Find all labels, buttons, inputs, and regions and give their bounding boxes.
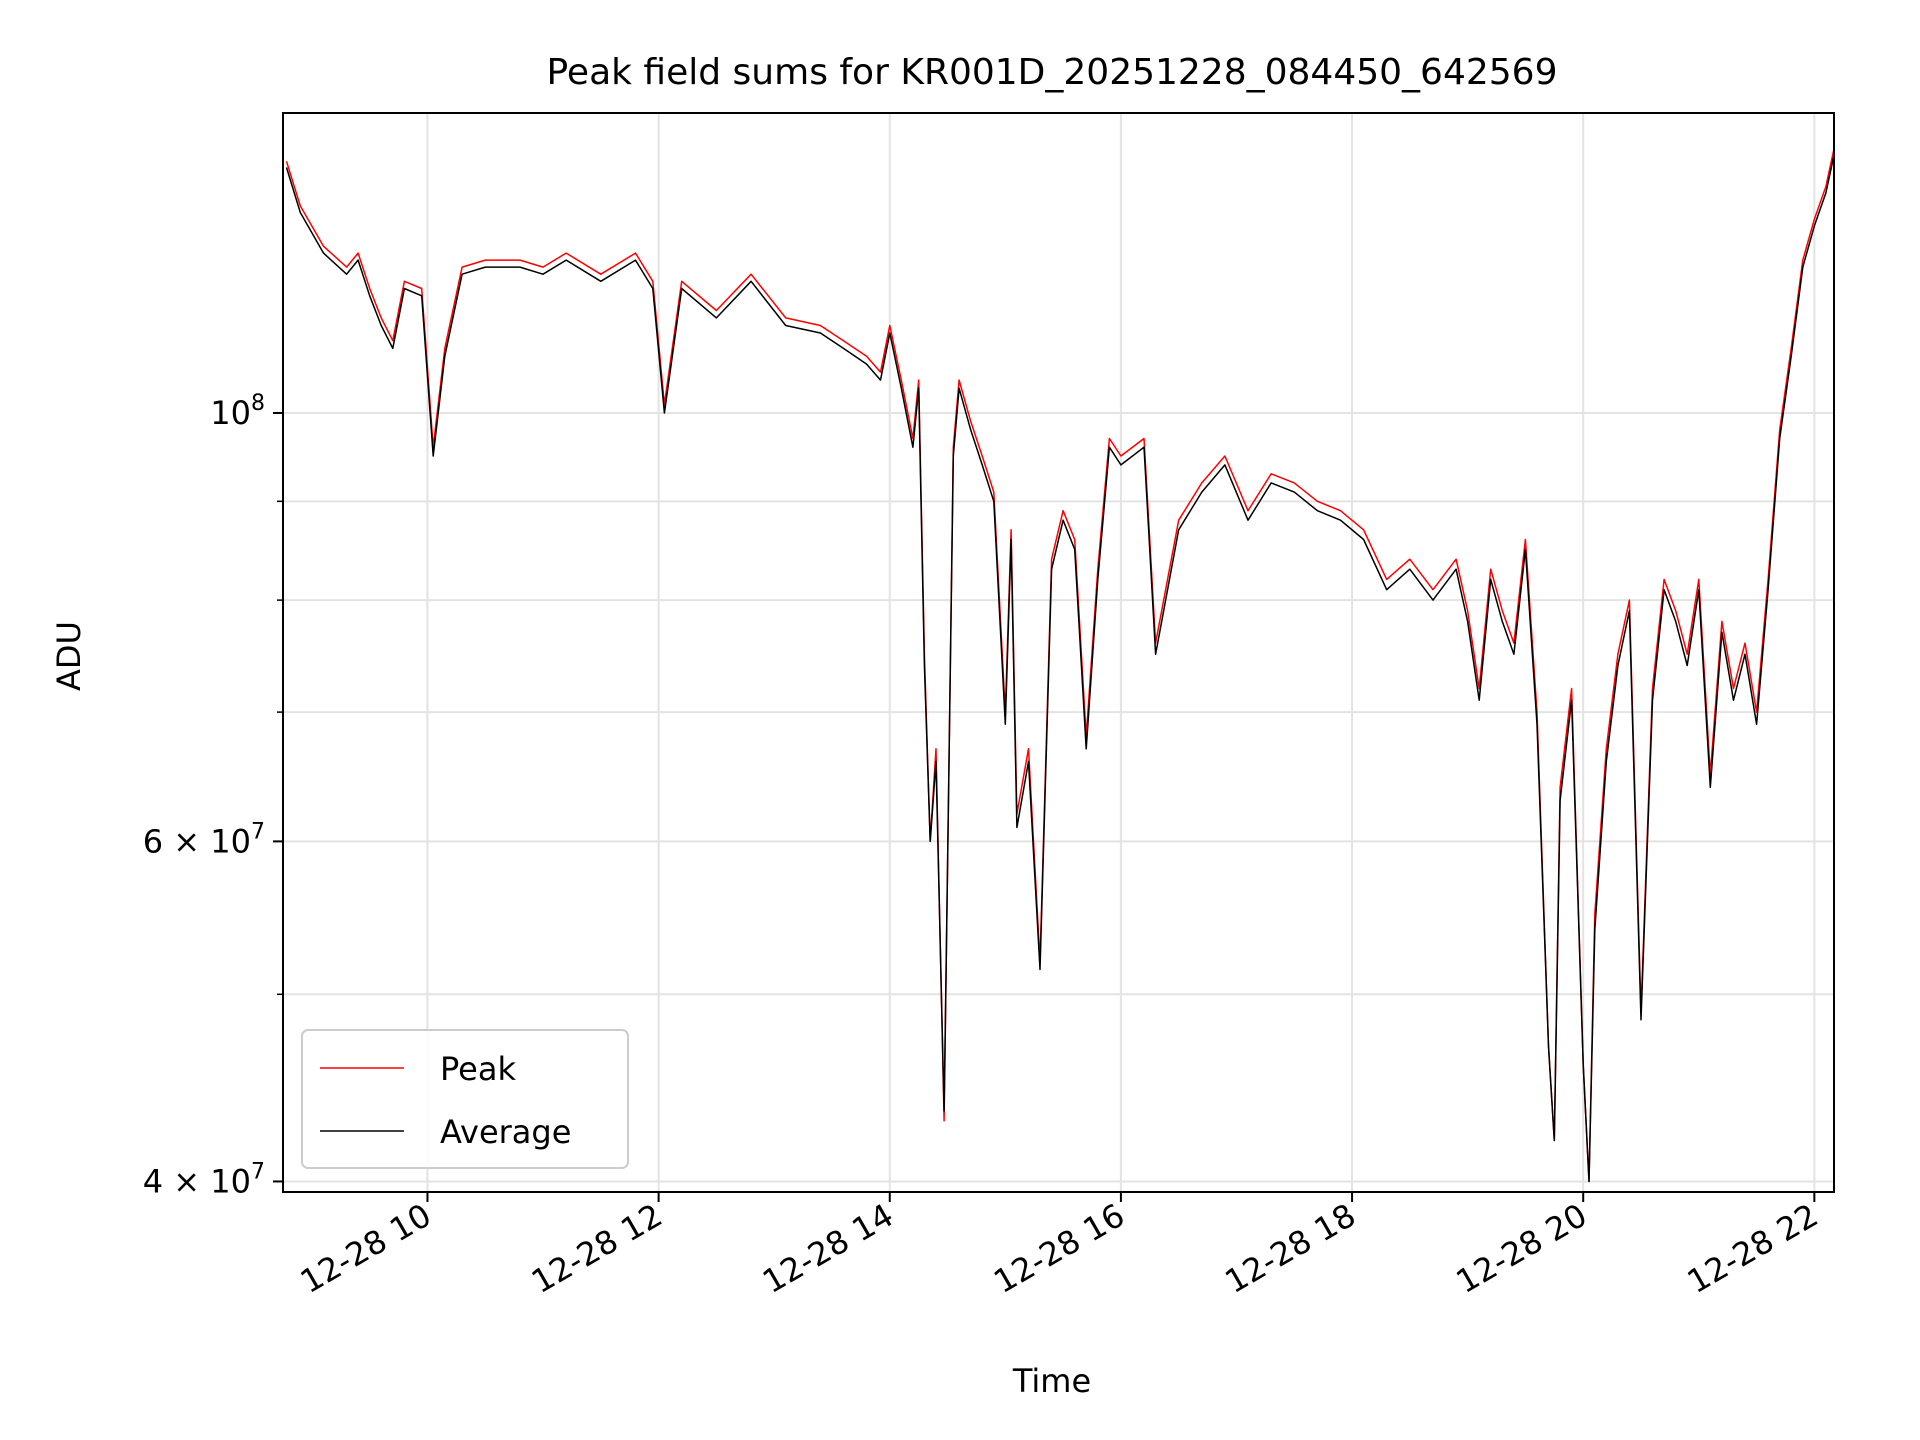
x-tick-label: 12-28 14 [756, 1196, 900, 1301]
y-axis-label: ADU [50, 621, 88, 691]
x-tick-label: 12-28 22 [1681, 1196, 1825, 1301]
y-tick-label-base: 4 × 10 [143, 1162, 251, 1200]
chart-title: Peak field sums for KR001D_20251228_0844… [547, 52, 1558, 93]
y-tick-label: 6 × 107 [143, 819, 265, 860]
series-layer [285, 148, 1834, 1183]
x-tick-label: 12-28 16 [987, 1196, 1131, 1301]
legend-label-average: Average [440, 1113, 571, 1151]
x-axis-label: Time [1012, 1362, 1091, 1400]
x-axis-ticks: 12-28 10 12-28 12 12-28 14 12-28 16 12-28 18… [294, 1192, 1824, 1301]
legend-box [301, 1029, 629, 1169]
series-line-peak [285, 148, 1834, 1183]
y-tick-label-base: 6 × 10 [143, 822, 251, 860]
y-tick-label-exponent: 8 [251, 391, 265, 416]
y-tick-label: 108 [210, 391, 265, 432]
y-tick-label: 4 × 107 [143, 1159, 265, 1200]
y-tick-label-base: 10 [210, 394, 251, 432]
x-tick-label: 12-28 20 [1450, 1196, 1594, 1301]
plot-frame [282, 112, 1835, 1193]
x-tick-label: 12-28 18 [1218, 1196, 1362, 1301]
y-tick-label-exponent: 7 [251, 819, 265, 844]
legend: Peak Average [301, 1029, 629, 1169]
series-line-average [285, 154, 1834, 1183]
y-tick-label-exponent: 7 [251, 1159, 265, 1184]
x-tick-label: 12-28 12 [525, 1196, 669, 1301]
x-tick-label: 12-28 10 [294, 1196, 438, 1301]
legend-label-peak: Peak [440, 1050, 516, 1088]
